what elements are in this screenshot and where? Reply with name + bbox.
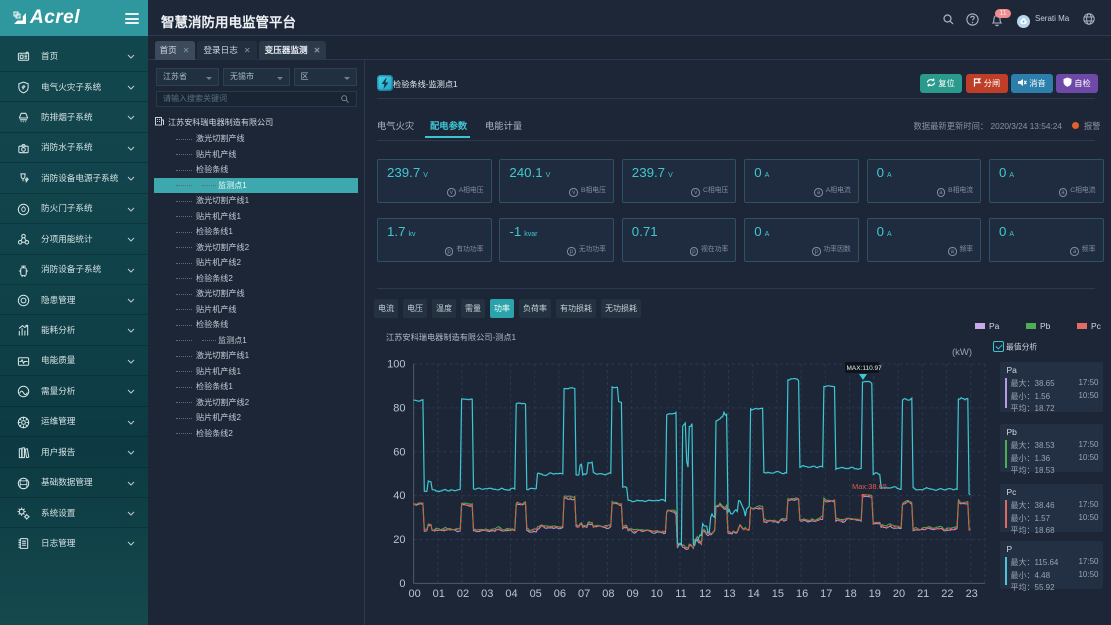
svg-text:13: 13 bbox=[723, 588, 735, 600]
svg-text:19: 19 bbox=[869, 588, 881, 600]
svg-text:23: 23 bbox=[966, 588, 978, 600]
svg-text:100: 100 bbox=[387, 359, 405, 371]
svg-text:16: 16 bbox=[796, 588, 808, 600]
svg-text:22: 22 bbox=[941, 588, 953, 600]
svg-text:Max:38.65: Max:38.65 bbox=[852, 482, 887, 491]
svg-text:0: 0 bbox=[399, 578, 405, 590]
svg-text:04: 04 bbox=[505, 588, 517, 600]
svg-text:00: 00 bbox=[408, 588, 420, 600]
svg-text:12: 12 bbox=[699, 588, 711, 600]
svg-text:20: 20 bbox=[893, 588, 905, 600]
svg-text:17: 17 bbox=[820, 588, 832, 600]
svg-text:18: 18 bbox=[844, 588, 856, 600]
svg-text:MAX:110.97: MAX:110.97 bbox=[847, 365, 883, 372]
svg-text:09: 09 bbox=[626, 588, 638, 600]
svg-text:11: 11 bbox=[675, 588, 686, 600]
svg-text:14: 14 bbox=[748, 588, 760, 600]
svg-text:06: 06 bbox=[554, 588, 566, 600]
svg-text:07: 07 bbox=[578, 588, 590, 600]
svg-text:21: 21 bbox=[917, 588, 929, 600]
svg-text:03: 03 bbox=[481, 588, 493, 600]
svg-text:01: 01 bbox=[433, 588, 445, 600]
svg-text:08: 08 bbox=[602, 588, 614, 600]
svg-text:02: 02 bbox=[457, 588, 469, 600]
svg-text:60: 60 bbox=[393, 446, 405, 458]
svg-text:80: 80 bbox=[393, 402, 405, 414]
svg-text:10: 10 bbox=[651, 588, 663, 600]
svg-text:05: 05 bbox=[530, 588, 542, 600]
svg-text:20: 20 bbox=[393, 534, 405, 546]
svg-text:15: 15 bbox=[772, 588, 784, 600]
svg-text:40: 40 bbox=[393, 490, 405, 502]
